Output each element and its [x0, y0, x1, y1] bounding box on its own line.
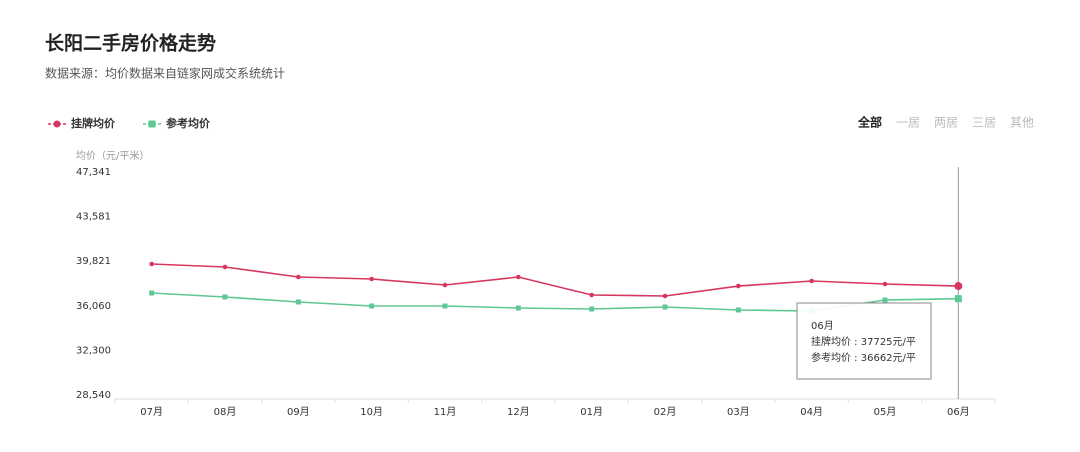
point[interactable]	[149, 261, 154, 267]
chart-subtitle: 数据来源：均价数据来自链家网成交系统统计	[45, 66, 285, 81]
point[interactable]	[296, 274, 301, 280]
legend-marker	[53, 120, 61, 128]
point[interactable]	[515, 305, 521, 311]
x-tick-label: 10月	[360, 406, 383, 418]
tab[interactable]: 两居	[934, 116, 958, 130]
point[interactable]	[882, 297, 888, 303]
point[interactable]	[662, 293, 668, 299]
point[interactable]	[589, 306, 595, 312]
y-tick-label: 28,540	[76, 390, 111, 401]
tab[interactable]: 其他	[1010, 116, 1034, 130]
point[interactable]	[222, 264, 228, 270]
point[interactable]	[516, 274, 521, 280]
point[interactable]	[222, 294, 228, 300]
tooltip-title: 06月	[811, 320, 834, 332]
x-tick-label: 05月	[874, 406, 897, 418]
x-tick-label: 12月	[507, 406, 530, 418]
point[interactable]	[735, 307, 741, 313]
x-tick-label: 11月	[434, 406, 457, 418]
point[interactable]	[442, 282, 448, 288]
x-tick-label: 08月	[214, 406, 237, 418]
point[interactable]	[149, 290, 155, 296]
tooltip-line: 参考均价 : 36662元/平	[811, 351, 916, 364]
point[interactable]	[882, 281, 888, 287]
point[interactable]	[369, 303, 375, 309]
tooltip	[796, 302, 932, 380]
x-tick-label: 09月	[287, 406, 310, 418]
x-tick-label: 02月	[654, 406, 677, 418]
tooltip-line: 挂牌均价 : 37725元/平	[811, 335, 916, 348]
point[interactable]	[809, 278, 814, 284]
legend-label[interactable]: 参考均价	[166, 116, 211, 130]
y-tick-label: 32,300	[76, 345, 111, 356]
y-tick-label: 47,341	[76, 167, 111, 178]
y-tick-label: 36,060	[76, 301, 111, 312]
point[interactable]	[442, 303, 448, 309]
legend-label[interactable]: 挂牌均价	[71, 116, 116, 130]
x-tick-label: 06月	[947, 406, 970, 418]
y-axis-label: 均价（元/平米）	[76, 149, 149, 162]
x-tick-label: 04月	[800, 406, 823, 418]
point[interactable]	[369, 276, 374, 282]
tab[interactable]: 三居	[972, 116, 996, 130]
point[interactable]	[736, 283, 741, 289]
point[interactable]	[662, 304, 668, 310]
point[interactable]	[589, 292, 594, 298]
series-line	[151, 263, 959, 297]
x-tick-label: 03月	[727, 406, 750, 418]
point[interactable]	[954, 295, 962, 303]
point[interactable]	[295, 299, 301, 305]
y-tick-label: 43,581	[76, 212, 111, 223]
y-tick-label: 39,821	[76, 256, 111, 267]
tab[interactable]: 一居	[896, 116, 920, 130]
tab[interactable]: 全部	[857, 115, 882, 130]
point[interactable]	[954, 282, 963, 291]
legend-marker	[148, 120, 156, 128]
x-tick-label: 07月	[140, 406, 163, 418]
chart-title: 长阳二手房价格走势	[45, 32, 216, 55]
x-tick-label: 01月	[580, 406, 603, 418]
